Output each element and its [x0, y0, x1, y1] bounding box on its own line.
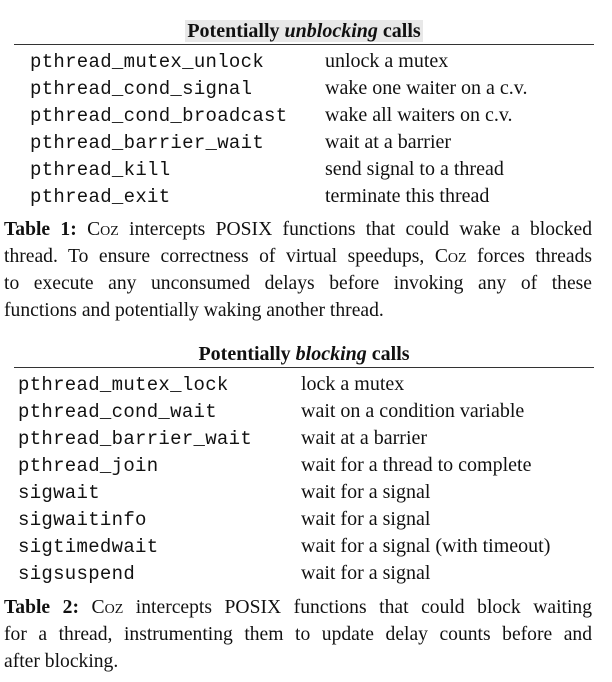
function-description: wait at a barrier — [301, 427, 428, 449]
function-description: wait for a signal (with timeout) — [301, 535, 551, 557]
caption-line: for a thread, instrumenting them to upda… — [4, 624, 592, 645]
table-1-title-emphasis: unblocking — [284, 20, 378, 42]
function-name: pthread_mutex_lock — [18, 374, 229, 396]
table-row: pthread_join wait for a thread to comple… — [14, 452, 594, 479]
function-description: unlock a mutex — [325, 50, 449, 72]
caption-text: intercepts POSIX functions that could bl… — [123, 597, 592, 618]
table-1-title-highlight: Potentially unblocking calls — [185, 20, 423, 42]
caption-text: intercepts POSIX functions that could wa… — [118, 219, 593, 240]
caption-line: Table 2: Coz intercepts POSIX functions … — [4, 594, 592, 621]
table-row: pthread_cond_wait wait on a condition va… — [14, 398, 594, 425]
table-row: pthread_cond_signal wake one waiter on a… — [14, 75, 594, 102]
table-row: sigsuspend wait for a signal — [14, 560, 594, 587]
function-description: lock a mutex — [301, 373, 405, 395]
table-2-title-emphasis: blocking — [295, 343, 367, 365]
table-2-top-rule — [14, 367, 594, 368]
table-2-title: Potentially blocking calls — [14, 341, 594, 367]
caption-text: thread. To ensure correctness of virtual… — [4, 246, 435, 267]
function-description: wait for a signal — [301, 481, 431, 503]
caption-line: to execute any unconsumed delays before … — [4, 273, 592, 294]
function-name: pthread_kill — [30, 159, 171, 181]
function-name: sigwaitinfo — [18, 509, 147, 531]
table-1-title-suffix: calls — [377, 20, 421, 42]
function-name: sigsuspend — [18, 563, 136, 585]
tool-name: Coz — [87, 219, 119, 240]
table-row: sigwait wait for a signal — [14, 479, 594, 506]
function-name: pthread_barrier_wait — [30, 132, 265, 154]
caption-line: Table 1: Coz intercepts POSIX functions … — [4, 216, 592, 243]
caption-line: thread. To ensure correctness of virtual… — [4, 243, 592, 270]
caption-text: forces threads — [466, 246, 592, 267]
function-description: wait for a thread to complete — [301, 454, 532, 476]
function-name: pthread_mutex_unlock — [30, 51, 265, 73]
function-name: pthread_exit — [30, 186, 171, 208]
table-row: pthread_mutex_lock lock a mutex — [14, 371, 594, 398]
table-1-title-prefix: Potentially — [187, 20, 285, 42]
function-description: send signal to a thread — [325, 158, 504, 180]
table-row: pthread_barrier_wait wait at a barrier — [14, 425, 594, 452]
function-name: pthread_cond_signal — [30, 78, 253, 100]
table-row: pthread_barrier_wait wait at a barrier — [14, 129, 594, 156]
tool-name: Coz — [434, 246, 467, 267]
caption-line: functions and potentially waking another… — [4, 300, 384, 321]
table-2: Potentially blocking calls pthread_mutex… — [14, 341, 594, 587]
function-name: pthread_cond_broadcast — [30, 105, 288, 127]
table-2-caption: Table 2: Coz intercepts POSIX functions … — [4, 594, 592, 675]
caption-line: after blocking. — [4, 651, 119, 672]
function-name: pthread_barrier_wait — [18, 428, 253, 450]
table-1: Potentially unblocking calls pthread_mut… — [14, 18, 594, 210]
table-1-caption: Table 1: Coz intercepts POSIX functions … — [4, 216, 592, 324]
function-name: sigtimedwait — [18, 536, 159, 558]
function-description: wake all waiters on c.v. — [325, 104, 513, 126]
table-row: pthread_mutex_unlock unlock a mutex — [14, 48, 594, 75]
function-description: wait for a signal — [301, 562, 431, 584]
caption-label: Table 2: — [4, 597, 79, 618]
function-description: wait for a signal — [301, 508, 431, 530]
table-2-title-suffix: calls — [366, 343, 410, 365]
table-1-title: Potentially unblocking calls — [14, 18, 594, 44]
function-description: wake one waiter on a c.v. — [325, 77, 528, 99]
table-row: pthread_kill send signal to a thread — [14, 156, 594, 183]
table-row: pthread_exit terminate this thread — [14, 183, 594, 210]
table-2-title-prefix: Potentially — [198, 343, 296, 365]
function-name: pthread_join — [18, 455, 159, 477]
function-description: wait on a condition variable — [301, 400, 525, 422]
function-description: wait at a barrier — [325, 131, 452, 153]
function-name: sigwait — [18, 482, 100, 504]
function-name: pthread_cond_wait — [18, 401, 217, 423]
table-row: pthread_cond_broadcast wake all waiters … — [14, 102, 594, 129]
table-row: sigwaitinfo wait for a signal — [14, 506, 594, 533]
function-description: terminate this thread — [325, 185, 490, 207]
caption-label: Table 1: — [4, 219, 77, 240]
table-row: sigtimedwait wait for a signal (with tim… — [14, 533, 594, 560]
tool-name: Coz — [91, 597, 124, 618]
table-1-top-rule — [14, 44, 594, 45]
